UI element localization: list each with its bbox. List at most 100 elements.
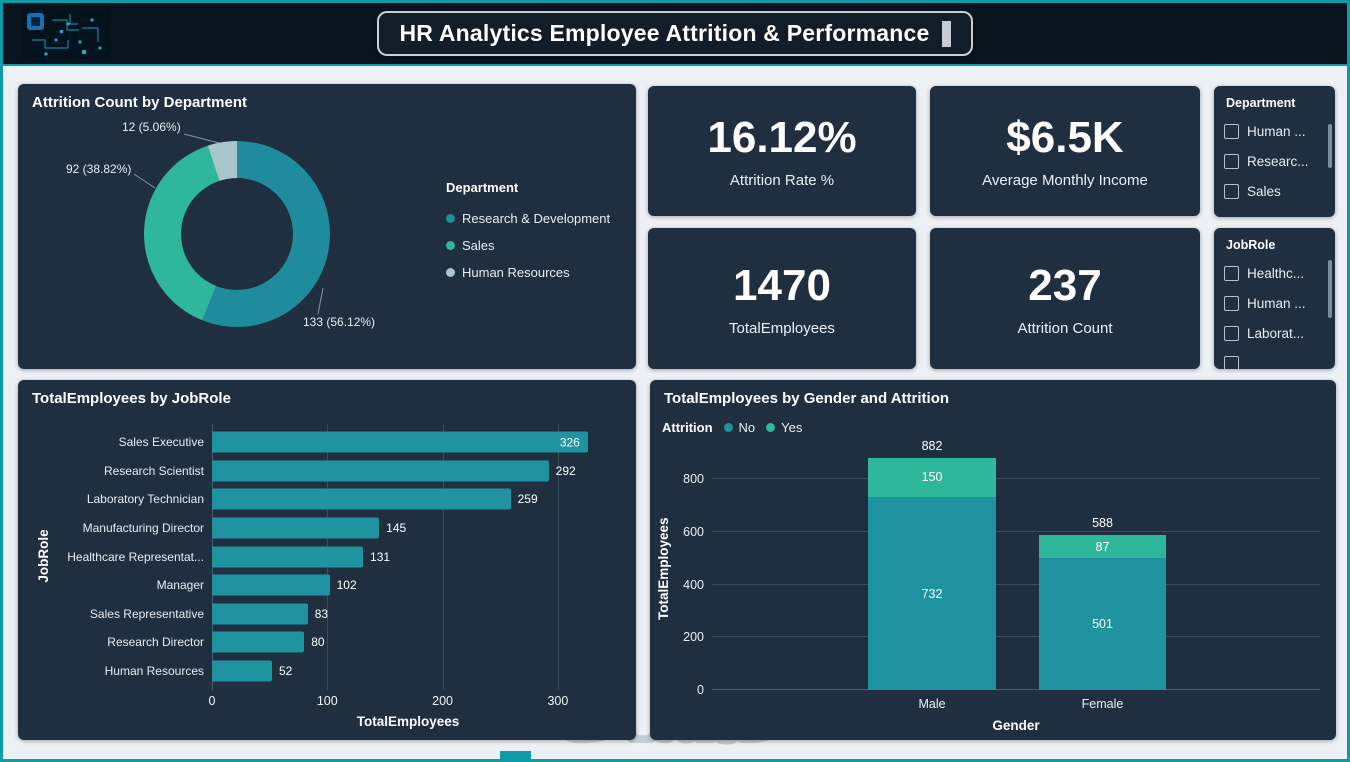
total-label: 882: [921, 438, 943, 453]
bar-value-label: 259: [517, 492, 538, 507]
employees-by-gender-attrition-card: TotalEmployees by Gender and Attrition A…: [650, 380, 1336, 740]
bar-row: Research Director 80: [32, 628, 604, 657]
attrition-by-department-card: Attrition Count by Department 12 (5.06%)…: [18, 84, 636, 369]
checkbox[interactable]: [1224, 153, 1239, 169]
donut-label-rnd: 133 (56.12%): [303, 315, 376, 329]
bar-row: Healthcare Representat... 131: [32, 542, 604, 571]
bar-track: 145: [212, 514, 604, 543]
report-title-text: HR Analytics Employee Attrition & Perfor…: [399, 20, 930, 46]
bar[interactable]: [212, 660, 272, 682]
text-cursor: [941, 20, 951, 47]
header-bar: HR Analytics Employee Attrition & Perfor…: [3, 3, 1347, 66]
slicer-item-sales[interactable]: Sales: [1224, 176, 1325, 206]
bar-track: 80: [212, 628, 604, 657]
bar[interactable]: 326: [212, 431, 588, 453]
kpi-value: 237: [1028, 260, 1102, 310]
legend-item-human-resources[interactable]: Human Resources: [446, 259, 610, 286]
bar[interactable]: [212, 631, 305, 653]
segment-yes[interactable]: 87: [1039, 535, 1166, 559]
legend-item-rnd[interactable]: Research & Development: [446, 205, 610, 232]
kpi-total-employees: 1470 TotalEmployees: [648, 228, 916, 369]
gridline: [442, 424, 444, 690]
watermark-chip: [500, 751, 531, 759]
bar-value-label: 83: [314, 606, 329, 621]
slicer-item-laboratory[interactable]: Laborat...: [1224, 318, 1325, 348]
legend-item-sales[interactable]: Sales: [446, 232, 610, 259]
bar-value-label: 145: [386, 520, 407, 535]
legend-title: Attrition: [662, 420, 713, 435]
legend-label: Sales: [462, 238, 495, 253]
kpi-value: 16.12%: [707, 113, 857, 162]
bar[interactable]: [212, 574, 330, 596]
category-label: Male: [918, 697, 946, 711]
kpi-value: 1470: [733, 260, 831, 310]
legend-dot: [723, 423, 733, 432]
kpi-attrition-rate: 16.12% Attrition Rate %: [648, 86, 916, 216]
segment-no[interactable]: 501: [1039, 558, 1166, 690]
legend-dot: [446, 241, 455, 250]
axis-tick-label: 0: [697, 683, 704, 697]
logo-image: [22, 8, 110, 60]
legend-label: Research & Development: [462, 211, 611, 226]
bar-category-label: Manufacturing Director: [82, 520, 204, 535]
bar-value-label: 52: [278, 663, 293, 678]
checkbox[interactable]: [1224, 355, 1239, 369]
checkbox[interactable]: [1224, 295, 1239, 311]
legend-label: No: [738, 420, 756, 435]
bar-track: 259: [212, 485, 604, 514]
slicer-item-research-development[interactable]: Researc...: [1224, 146, 1325, 176]
jobrole-slicer: JobRole Healthc... Human ... Laborat...: [1214, 228, 1335, 369]
gridline: [557, 424, 559, 690]
slicer-item-partial[interactable]: [1224, 348, 1325, 369]
bar[interactable]: [212, 546, 364, 568]
bar-category-label: Research Scientist: [103, 463, 204, 478]
slicer-item-healthcare[interactable]: Healthc...: [1224, 258, 1325, 288]
legend-item-yes[interactable]: Yes: [766, 420, 802, 435]
slicer-item-human-resources[interactable]: Human ...: [1224, 116, 1325, 146]
bar-category-label: Research Director: [107, 635, 204, 650]
chart-title: TotalEmployees by Gender and Attrition: [664, 390, 950, 407]
segment-no[interactable]: 732: [868, 497, 996, 690]
gridline: [712, 583, 1320, 585]
axis-tick-label: 400: [683, 577, 704, 592]
legend-item-no[interactable]: No: [723, 420, 756, 435]
checkbox[interactable]: [1224, 325, 1239, 341]
bar[interactable]: [212, 517, 380, 539]
bar[interactable]: [212, 603, 308, 625]
axis-tick-label: 300: [547, 694, 569, 708]
bar[interactable]: [212, 488, 511, 510]
bar[interactable]: [212, 460, 549, 482]
legend-label: Human Resources: [462, 265, 570, 280]
total-label: 588: [1092, 516, 1113, 531]
bar-category-label: Laboratory Technician: [86, 492, 204, 507]
bar-chart-plot: Sales Executive 326 Research Scientist 292 L…: [32, 428, 604, 685]
checkbox[interactable]: [1224, 265, 1239, 281]
legend-label: Yes: [781, 420, 803, 435]
chart-title: TotalEmployees by JobRole: [32, 390, 231, 407]
segment-yes[interactable]: 150: [868, 457, 996, 498]
gridline: [712, 478, 1320, 480]
kpi-label: Attrition Count: [1017, 319, 1113, 337]
donut-chart[interactable]: [144, 141, 330, 327]
attrition-legend: Attrition No Yes: [662, 420, 802, 435]
checkbox[interactable]: [1224, 183, 1239, 199]
stacked-bar[interactable]: 588 87 501: [1039, 516, 1166, 690]
slicer-title: JobRole: [1226, 238, 1276, 252]
donut-legend: Department Research & Development Sales …: [446, 180, 610, 286]
stacked-chart-plot: 0 200 400 600 800 882 150 732 588 87 501: [683, 439, 1320, 697]
y-axis-title: JobRole: [36, 529, 51, 583]
legend-title: Department: [446, 180, 519, 195]
legend-dot: [766, 423, 776, 432]
bar-track: 326: [212, 428, 604, 457]
scrollbar-thumb[interactable]: [1328, 124, 1332, 168]
bar-category-label: Sales Executive: [118, 435, 204, 450]
scrollbar-thumb[interactable]: [1328, 260, 1332, 318]
employees-by-jobrole-card: TotalEmployees by JobRole Sales Executiv…: [18, 380, 636, 740]
stacked-bar[interactable]: 882 150 732: [868, 439, 996, 690]
bar-row: Sales Representative 83: [32, 599, 604, 628]
bar-category-label: Manager: [156, 578, 204, 593]
checkbox[interactable]: [1224, 123, 1239, 139]
bar-track: 83: [212, 599, 604, 628]
kpi-attrition-count: 237 Attrition Count: [930, 228, 1200, 369]
slicer-item-human-resources[interactable]: Human ...: [1224, 288, 1325, 318]
